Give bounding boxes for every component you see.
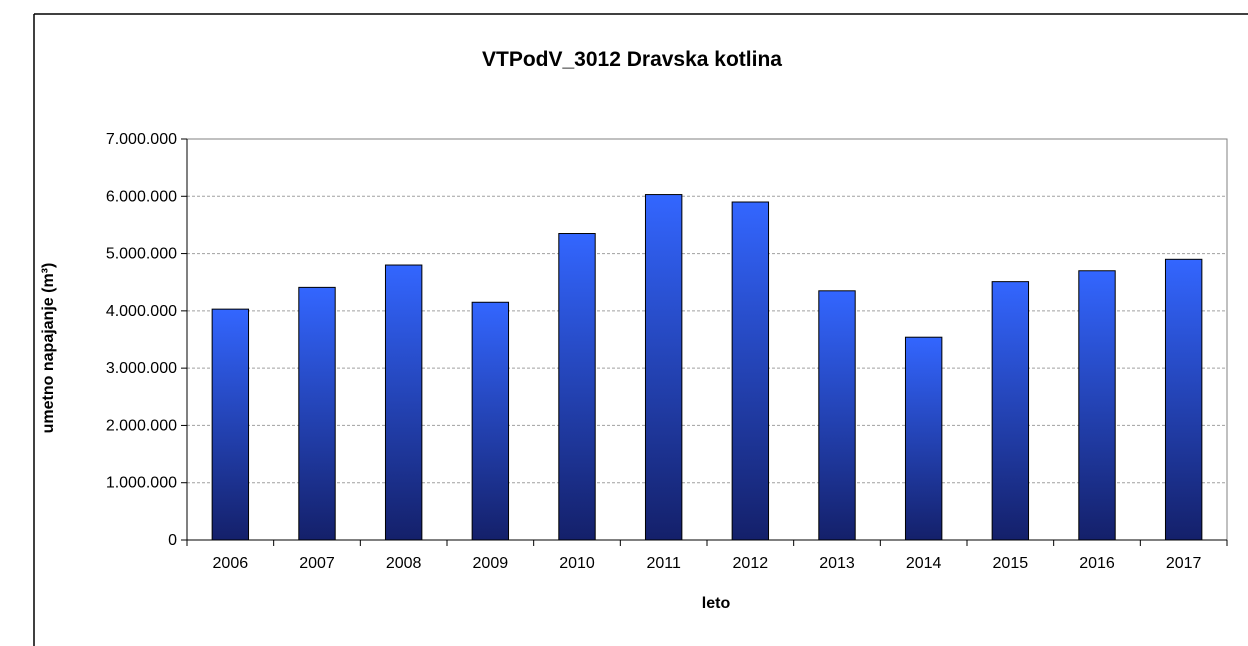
bar-2008	[384, 264, 423, 541]
x-tick-label-2013: 2013	[819, 555, 855, 572]
bar-2011	[644, 194, 683, 541]
gridlines	[187, 195, 1227, 484]
y-tick-label: 6.000.000	[106, 188, 177, 205]
bar-2012	[731, 201, 770, 541]
x-tick-label-2011: 2011	[646, 555, 681, 572]
y-tick-label: 5.000.000	[106, 246, 177, 263]
y-axis-ticks: 0 1.000.000 2.000.000 3.000.000 4.000.000 5.0…	[106, 131, 187, 549]
bar-2017	[1164, 258, 1203, 541]
x-axis-ticks: 2006 2007 2008 2009 2010 2011 2012 2013 2014 2015…	[186, 540, 1228, 572]
bar-2013	[818, 290, 856, 541]
bar-2016	[1078, 270, 1116, 541]
bar-2014	[904, 336, 943, 541]
bar-2015	[991, 281, 1030, 541]
x-tick-label-2008: 2008	[386, 555, 422, 572]
bar-2007	[298, 286, 336, 541]
chart-title: VTPodV_3012 Dravska kotlina	[482, 48, 782, 71]
x-tick-label-2015: 2015	[993, 555, 1029, 572]
x-tick-label-2010: 2010	[559, 555, 595, 572]
y-tick-label: 7.000.000	[106, 131, 177, 148]
x-tick-label-2012: 2012	[733, 555, 769, 572]
plot-area	[186, 138, 1228, 541]
bar-2010	[558, 233, 596, 541]
x-tick-label-2016: 2016	[1079, 555, 1115, 572]
y-tick-label: 1.000.000	[106, 475, 177, 492]
bars	[211, 194, 1203, 541]
y-tick-label: 3.000.000	[106, 360, 177, 377]
x-tick-label-2014: 2014	[906, 555, 942, 572]
x-tick-label-2006: 2006	[213, 555, 249, 572]
y-tick-label: 0	[168, 532, 177, 549]
x-tick-label-2009: 2009	[473, 555, 509, 572]
bar-2009	[471, 301, 510, 541]
x-tick-label-2007: 2007	[299, 555, 335, 572]
y-tick-label: 2.000.000	[106, 417, 177, 434]
x-tick-label-2017: 2017	[1166, 555, 1202, 572]
x-axis-label: leto	[702, 595, 731, 612]
y-axis-label: umetno napajanje (m³)	[40, 263, 57, 434]
y-tick-label: 4.000.000	[106, 303, 177, 320]
bar-2006	[211, 308, 250, 541]
